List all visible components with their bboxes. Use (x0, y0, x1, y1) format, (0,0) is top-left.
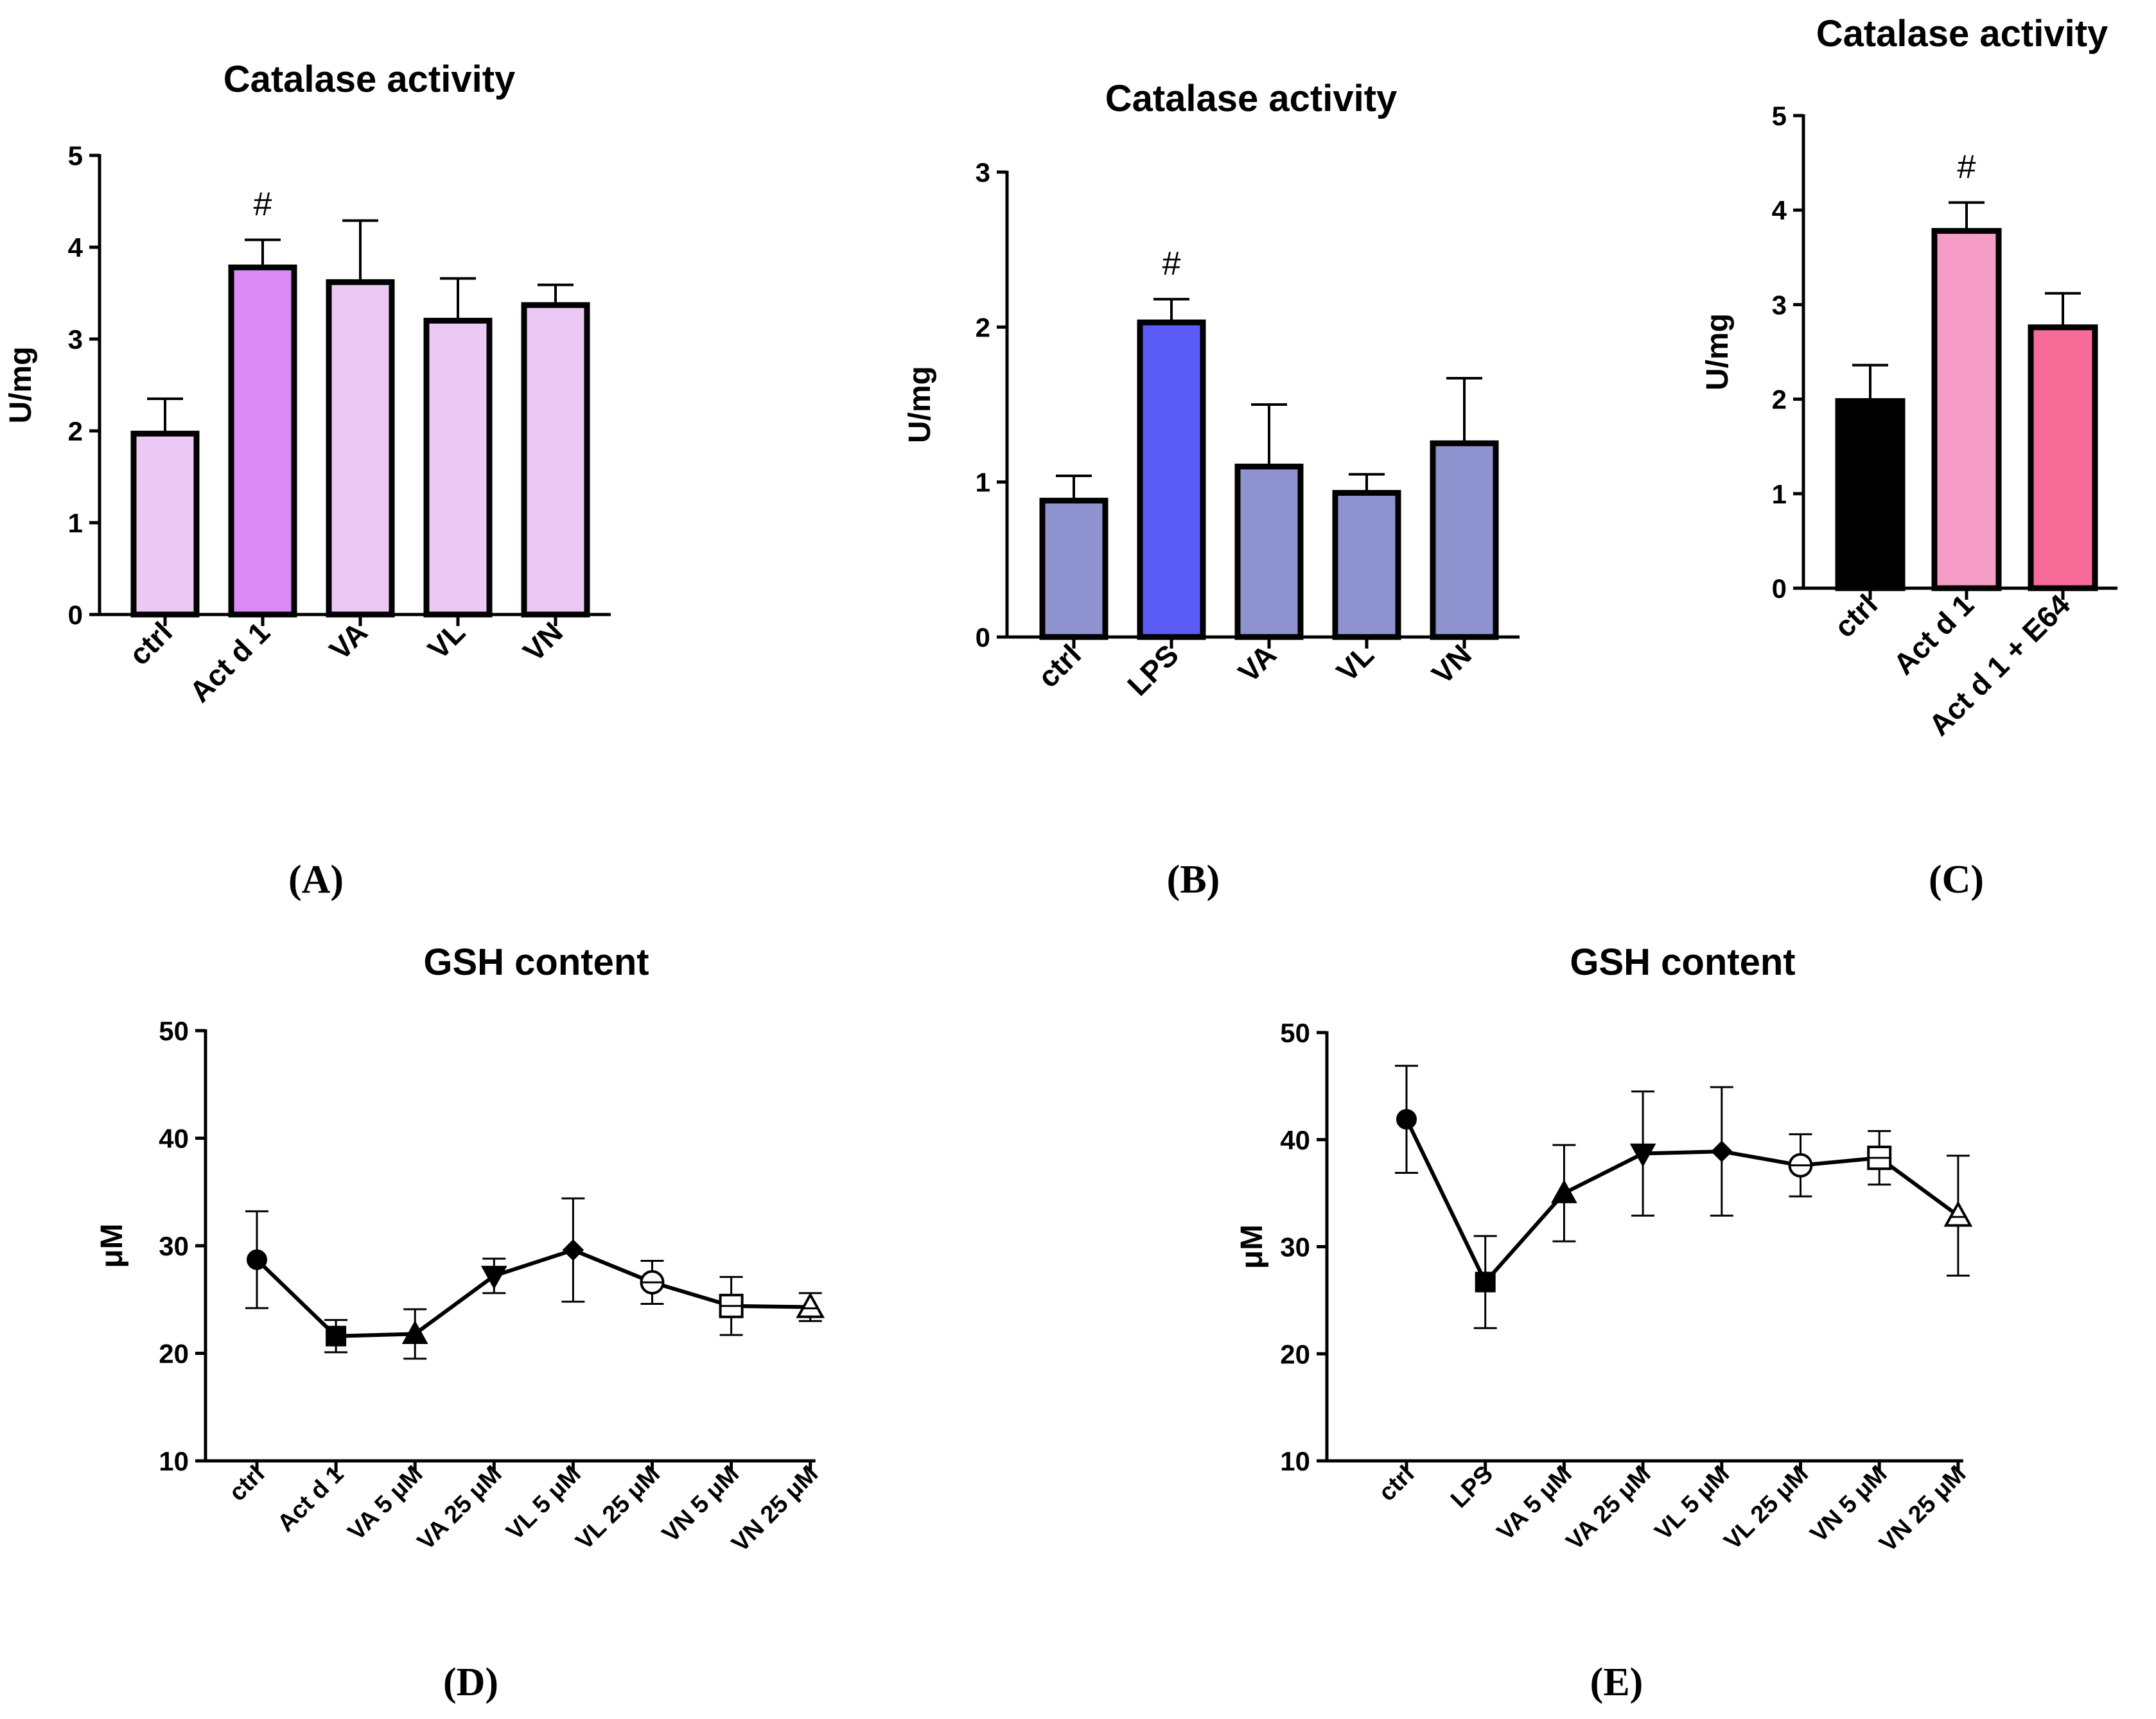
y-tick-label: 1 (1772, 479, 1787, 509)
chart-title: GSH content (1570, 941, 1795, 983)
x-tick-label: ctrl (224, 1461, 270, 1507)
y-tick-label: 4 (68, 232, 83, 263)
x-tick-label: VN (516, 615, 569, 668)
chart-title: Catalase activity (1105, 78, 1398, 119)
x-tick-label: VL (1330, 638, 1380, 688)
bar (423, 317, 493, 618)
bar (1835, 398, 1906, 591)
y-tick-label: 20 (159, 1339, 189, 1369)
bar (1931, 228, 2002, 591)
y-tick-label: 50 (159, 1016, 189, 1046)
data-point (247, 1249, 267, 1270)
x-tick-label: VA 25 μM (412, 1461, 507, 1556)
bar (521, 302, 590, 618)
data-point (1475, 1271, 1496, 1293)
x-tick-label: VN 25 μM (1875, 1461, 1972, 1558)
bar (228, 264, 297, 618)
data-point (1943, 1201, 1973, 1227)
y-tick-label: 3 (68, 324, 83, 354)
panel-A: Catalase activity U/mg 0 1 2 3 4 5 ctrl Act d 1 VA… (4, 58, 611, 902)
significance-marker: # (254, 186, 272, 223)
x-tick-label: VL 25 μM (1719, 1461, 1814, 1555)
bar (130, 430, 200, 618)
x-tick-label: ctrl (1828, 588, 1884, 643)
x-tick-label: Act d 1 (183, 615, 276, 708)
bar (2028, 324, 2098, 591)
y-tick-label: 2 (976, 312, 990, 342)
y-tick-label: 3 (976, 157, 990, 188)
series-line (255, 1248, 811, 1338)
y-tick-label: 20 (1280, 1339, 1310, 1369)
panel-label: (A) (288, 858, 344, 902)
series-line (1405, 1118, 1959, 1284)
y-tick-label: 0 (1772, 573, 1787, 604)
bar (326, 279, 395, 618)
x-tick-label: VN 25 μM (726, 1461, 823, 1558)
data-point (1629, 1143, 1656, 1167)
x-tick-label: ctrl (1031, 638, 1087, 694)
y-tick-label: 0 (976, 622, 990, 652)
x-tick-label: LPS (1121, 638, 1185, 702)
x-tick-label: Act d 1 (272, 1461, 349, 1537)
panel-B: Catalase activity U/mg 0 1 2 3 ctrl LPS VA VL VN # (… (903, 78, 1520, 902)
y-tick-label: 40 (1280, 1125, 1310, 1155)
x-tick-label: ctrl (1374, 1461, 1420, 1507)
y-tick-label: 10 (159, 1446, 189, 1476)
y-tick-label: 30 (1280, 1232, 1310, 1262)
x-tick-label: VA 25 μM (1561, 1461, 1656, 1556)
y-tick-label: 3 (1772, 290, 1787, 320)
y-tick-label: 40 (159, 1124, 189, 1154)
bar (1039, 498, 1109, 640)
panel-label: (B) (1167, 858, 1220, 902)
y-tick-label: 5 (1772, 101, 1787, 131)
bar (1332, 490, 1401, 640)
panel-label: (E) (1590, 1661, 1643, 1704)
chart-title: Catalase activity (1816, 13, 2108, 55)
significance-marker: # (1162, 245, 1181, 283)
bar (1430, 440, 1499, 640)
y-axis-label: U/mg (1701, 313, 1735, 390)
x-tick-label: VL (421, 615, 471, 665)
bar (1234, 464, 1304, 640)
y-tick-label: 0 (68, 600, 83, 630)
x-tick-label: Act d 1 (1887, 588, 1980, 681)
y-tick-label: 10 (1280, 1446, 1310, 1476)
significance-marker: # (1958, 148, 1976, 186)
panel-label: (D) (443, 1661, 498, 1704)
data-point (326, 1325, 347, 1347)
x-tick-label: VA (1232, 638, 1283, 689)
data-point (1396, 1109, 1417, 1130)
y-axis-label: U/mg (4, 347, 38, 424)
y-axis-label: μM (1235, 1225, 1269, 1269)
x-tick-label: ctrl (123, 615, 179, 671)
data-point (1551, 1180, 1577, 1203)
y-axis-label: U/mg (903, 366, 937, 443)
y-tick-label: 5 (68, 141, 83, 171)
bar (1137, 319, 1206, 640)
y-tick-label: 1 (976, 467, 990, 498)
y-axis-label: μM (95, 1223, 129, 1268)
chart-title: Catalase activity (223, 58, 516, 100)
data-point (1710, 1140, 1733, 1162)
y-tick-label: 2 (1772, 385, 1787, 415)
x-tick-label: LPS (1446, 1461, 1498, 1514)
data-point (480, 1266, 507, 1290)
x-tick-label: VA (323, 615, 374, 667)
y-tick-label: 30 (159, 1231, 189, 1261)
x-tick-label: VN (1425, 638, 1478, 690)
y-tick-label: 50 (1280, 1018, 1310, 1048)
y-tick-label: 2 (68, 416, 83, 446)
data-point (401, 1320, 428, 1344)
y-tick-label: 4 (1772, 195, 1787, 225)
panel-label: (C) (1929, 858, 1984, 902)
y-tick-label: 1 (68, 508, 83, 538)
x-tick-label: VL 25 μM (571, 1461, 665, 1555)
chart-title: GSH content (423, 941, 649, 983)
data-point (796, 1292, 825, 1318)
data-point (562, 1239, 584, 1261)
